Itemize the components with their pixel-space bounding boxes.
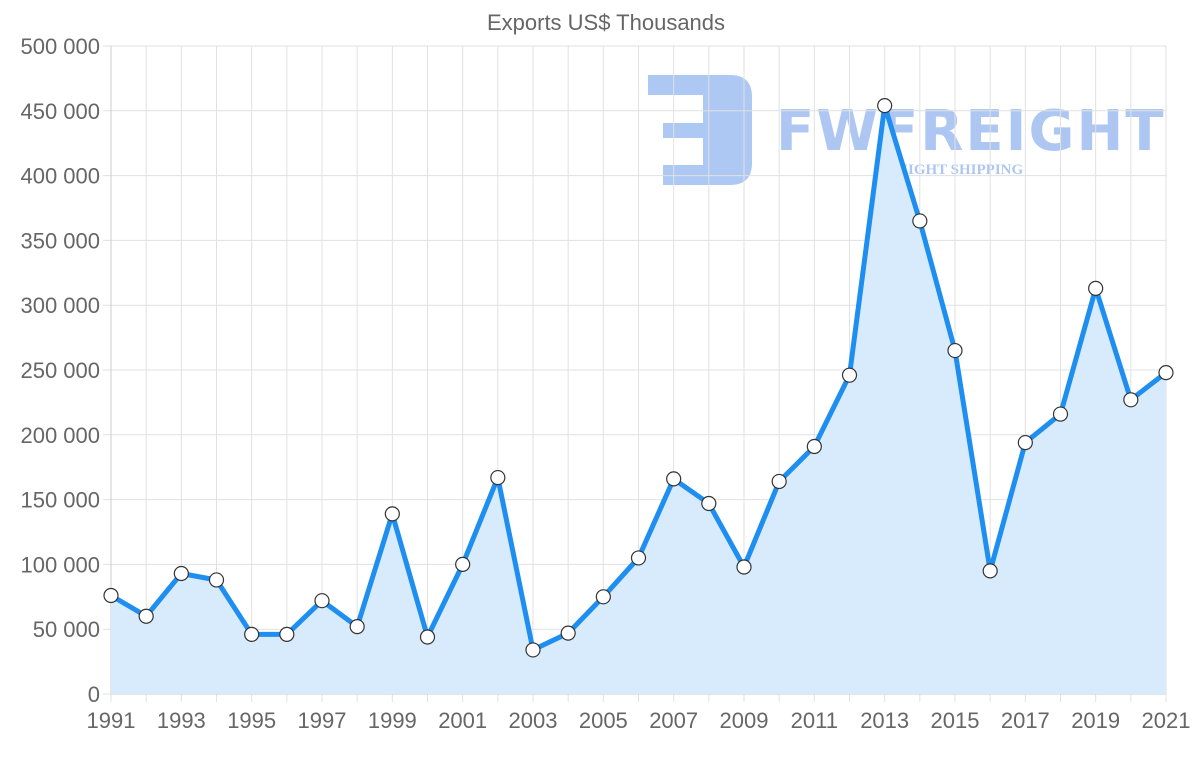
data-point-2015[interactable] (947, 342, 963, 359)
x-tick-label: 2017 (1001, 708, 1050, 733)
x-tick-label: 1991 (87, 708, 136, 733)
data-point-1993[interactable] (173, 565, 189, 582)
data-point-2006[interactable] (630, 550, 647, 566)
x-tick-label: 1997 (298, 708, 347, 733)
x-tick-label: 1999 (368, 708, 417, 733)
y-tick-label: 450 000 (20, 99, 100, 124)
x-tick-label: 2001 (438, 708, 487, 733)
data-point-2002[interactable] (490, 469, 506, 486)
data-point-1994[interactable] (208, 572, 225, 588)
data-point-2005[interactable] (595, 589, 611, 605)
data-point-2010[interactable] (771, 473, 787, 490)
data-point-1999[interactable] (384, 506, 400, 522)
x-tick-label: 2007 (649, 708, 698, 733)
data-point-2020[interactable] (1123, 392, 1139, 408)
data-point-2007[interactable] (666, 471, 682, 487)
y-tick-label: 200 000 (20, 423, 100, 448)
data-point-1998[interactable] (349, 619, 365, 635)
data-point-1996[interactable] (279, 626, 295, 642)
y-tick-label: 400 000 (20, 164, 100, 189)
watermark-brand: FWFREIGHT (776, 99, 1166, 164)
data-point-2004[interactable] (560, 625, 576, 641)
data-point-1992[interactable] (138, 608, 154, 624)
data-point-2009[interactable] (736, 559, 752, 575)
x-tick-label: 1995 (227, 708, 276, 733)
x-tick-label: 2011 (791, 708, 838, 733)
x-tick-label: 2015 (931, 708, 980, 733)
fwfreight-logo-icon (648, 75, 752, 185)
x-tick-label: 2019 (1071, 708, 1120, 733)
y-tick-label: 300 000 (20, 293, 100, 318)
y-tick-label: 50 000 (33, 617, 100, 642)
x-tick-label: 2009 (720, 708, 769, 733)
x-tick-label: 1993 (157, 708, 206, 733)
data-point-2000[interactable] (419, 629, 436, 645)
data-point-2001[interactable] (455, 556, 471, 573)
y-tick-label: 350 000 (20, 228, 100, 253)
watermark-tagline: FREIGHT SHIPPING (878, 162, 1023, 178)
y-tick-label: 500 000 (20, 34, 100, 59)
x-tick-label: 2005 (579, 708, 628, 733)
data-point-2016[interactable] (982, 563, 998, 579)
data-point-2011[interactable] (806, 438, 822, 455)
data-point-2003[interactable] (525, 642, 541, 658)
data-point-1995[interactable] (244, 626, 260, 642)
data-point-2012[interactable] (841, 367, 858, 383)
data-point-1991[interactable] (103, 587, 119, 604)
data-point-2018[interactable] (1052, 406, 1069, 422)
fwfreight-watermark: FWFREIGHT FREIGHT SHIPPING (648, 75, 1166, 185)
y-tick-label: 100 000 (20, 552, 100, 577)
exports-area-fill (111, 105, 1166, 695)
y-tick-label: 0 (88, 682, 100, 707)
data-point-2014[interactable] (912, 213, 928, 229)
data-point-markers (103, 98, 1174, 658)
x-tick-label: 2003 (509, 708, 558, 733)
x-tick-label: 2021 (1142, 708, 1191, 733)
data-point-2021[interactable] (1158, 364, 1174, 381)
y-axis: 0 50 000 100 000 150 000 200 000 250 000 300 0… (20, 34, 100, 707)
chart-title: Exports US$ Thousands (487, 10, 725, 35)
y-tick-label: 150 000 (20, 488, 100, 513)
data-point-1997[interactable] (314, 593, 330, 609)
data-point-2008[interactable] (701, 495, 717, 512)
data-point-2017[interactable] (1017, 434, 1033, 451)
data-point-2013[interactable] (877, 98, 893, 114)
y-tick-label: 250 000 (20, 358, 100, 383)
x-tick-label: 2013 (860, 708, 909, 733)
x-axis: 1991 1993 1995 1997 1999 2001 2003 2005 2007 2009… (87, 708, 1191, 733)
data-point-2019[interactable] (1088, 280, 1104, 296)
